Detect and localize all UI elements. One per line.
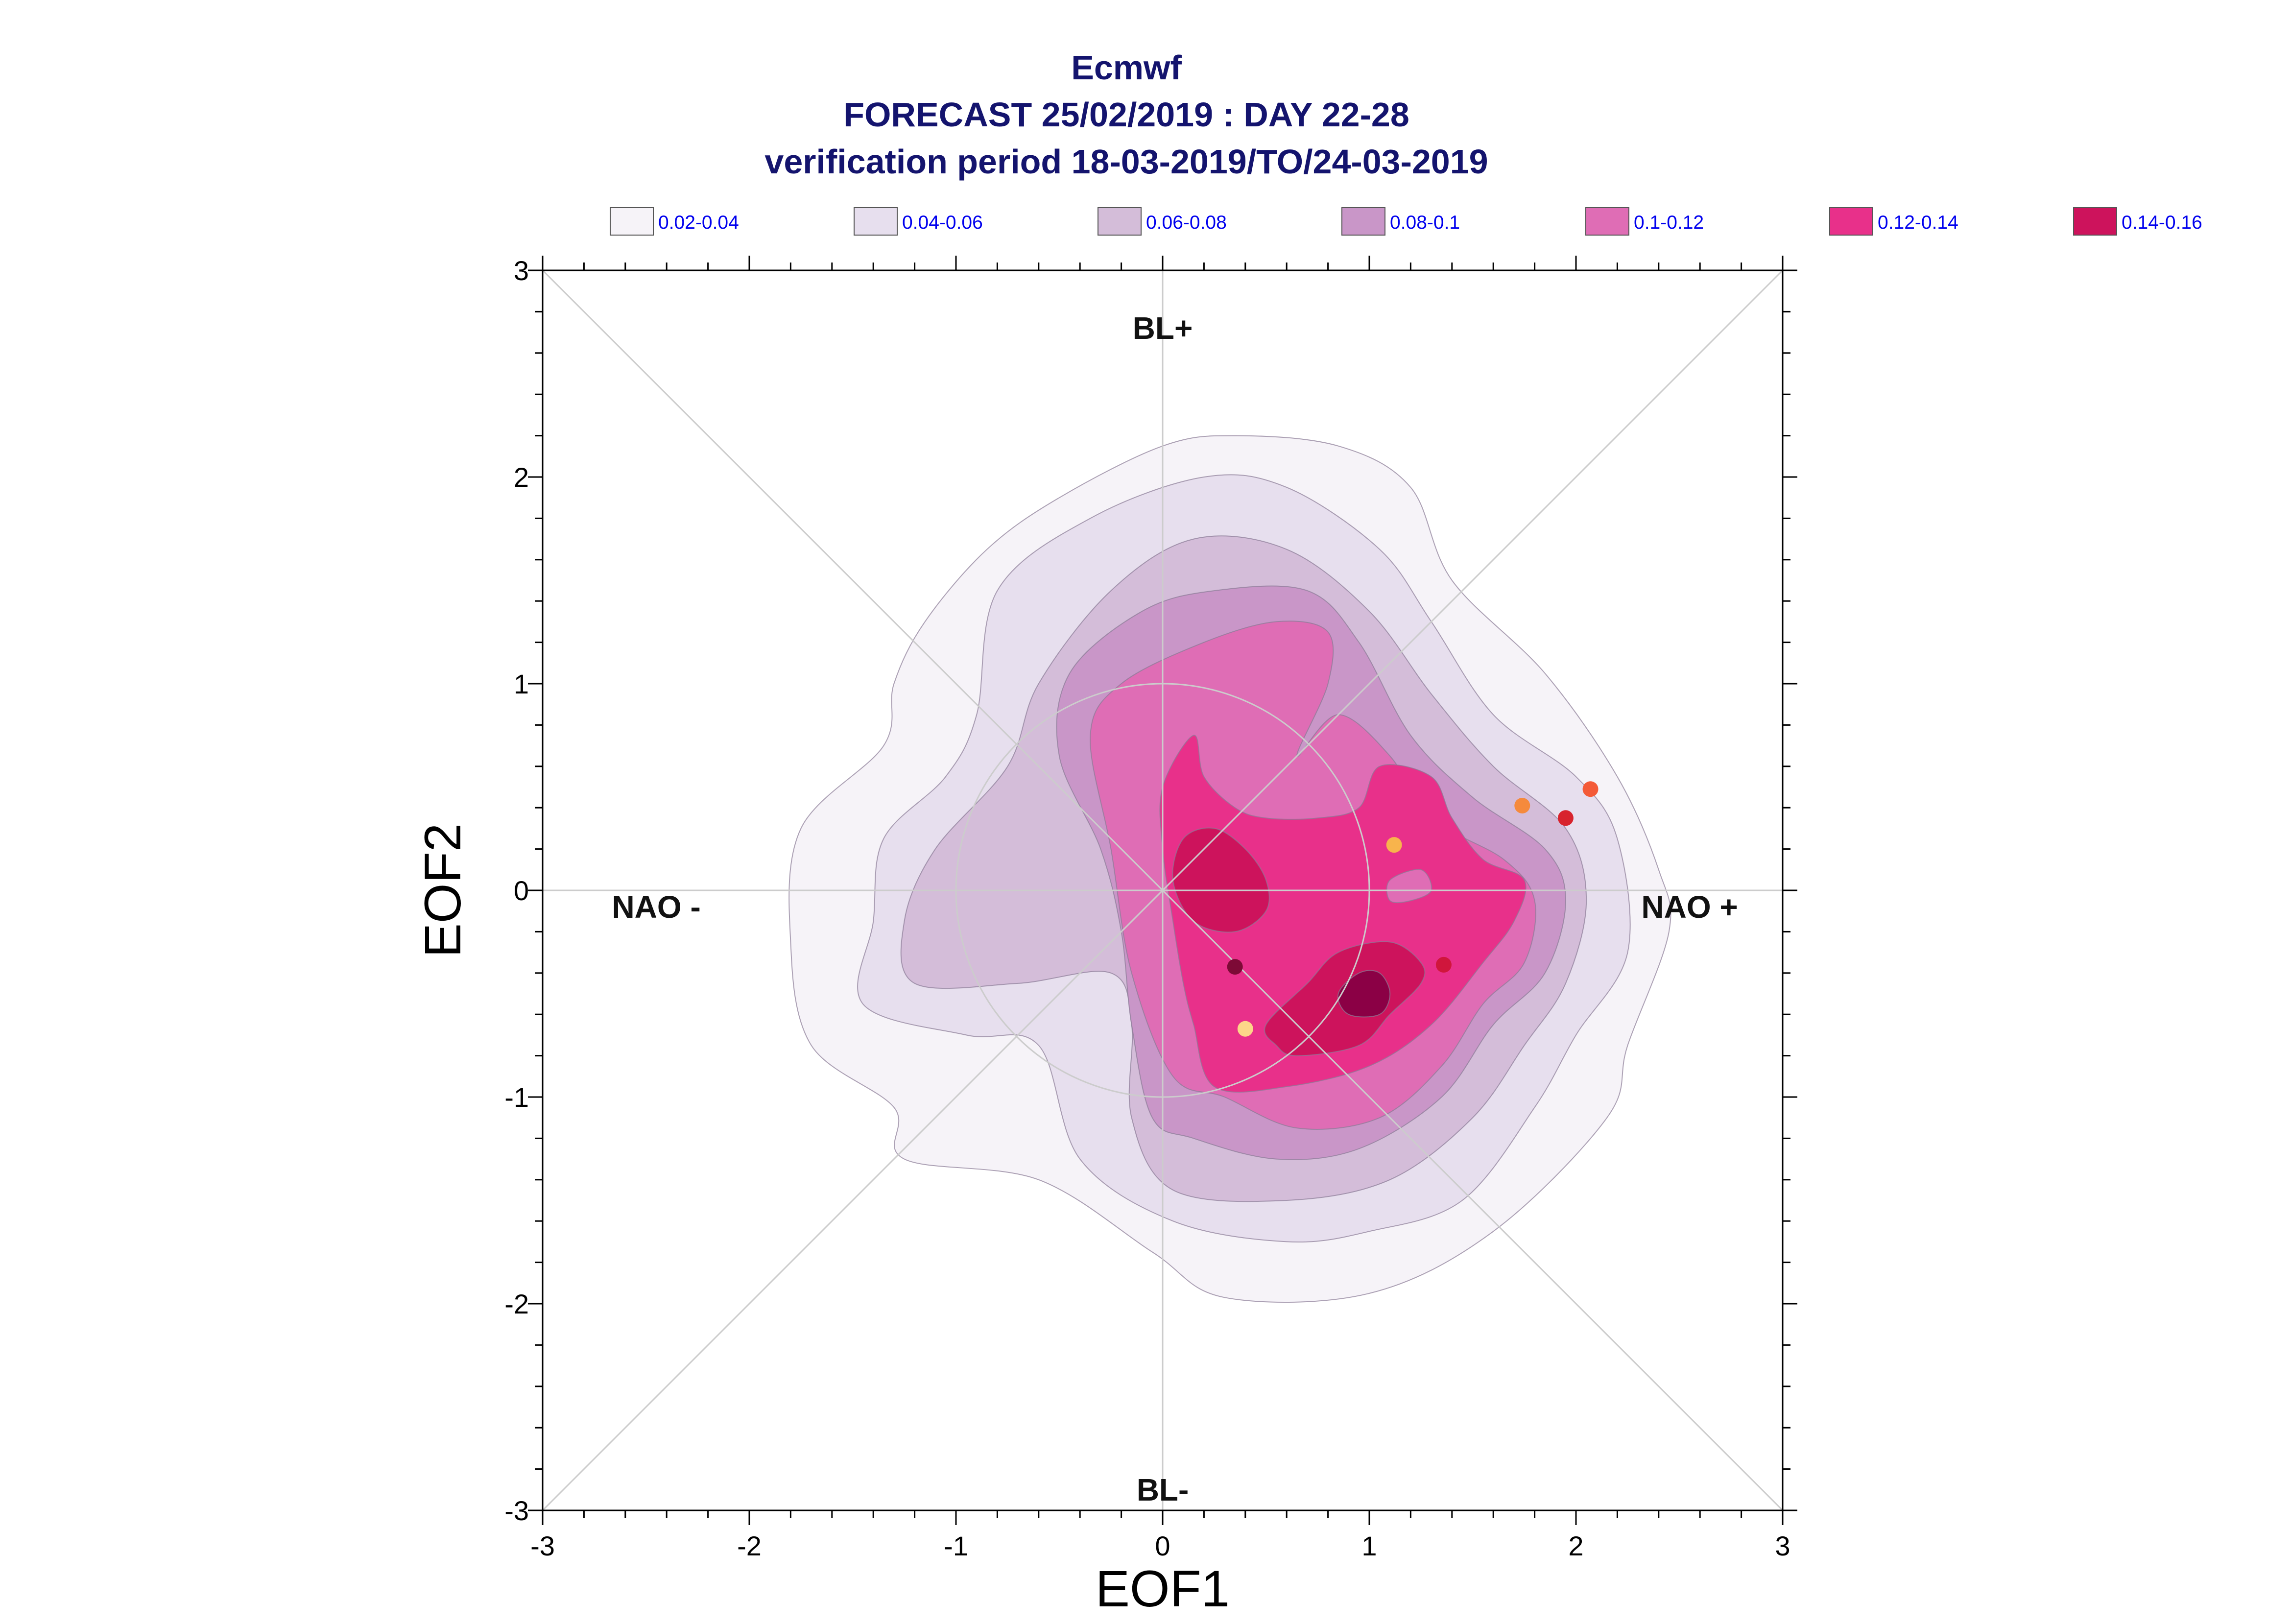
axes: -3-3 -2 -2 -1 -1 0 0 1 1 2 2 3 3 EOF1 EOF2 [414, 255, 1797, 1618]
unit-circle [955, 683, 1370, 1098]
y-axis-title: EOF2 [414, 823, 472, 957]
y-tick-label: 0 [514, 875, 529, 906]
density-contour [1172, 827, 1270, 933]
data-point [1435, 956, 1452, 973]
legend-label: 0.02-0.04 [658, 212, 739, 233]
data-point [1237, 1021, 1253, 1037]
legend-label: 0.12-0.14 [1878, 212, 1958, 233]
y-tick-label: -3 [504, 1495, 529, 1526]
legend-label: 0.04-0.06 [902, 212, 983, 233]
data-point [1386, 837, 1402, 853]
x-axis-title: EOF1 [1096, 1560, 1230, 1618]
x-tick-label: 0 [1155, 1530, 1170, 1561]
region-label: NAO - [612, 889, 700, 925]
legend-swatch [2073, 207, 2117, 236]
title-line-1: Ecmwf [1071, 48, 1182, 87]
y-tick-label: -2 [504, 1289, 529, 1319]
y-tick-label: 3 [514, 255, 529, 286]
density-contour [1337, 970, 1391, 1018]
region-label: BL- [1137, 1472, 1189, 1507]
region-label: NAO + [1641, 889, 1738, 925]
legend: 0.02-0.04 0.04-0.06 0.06-0.08 0.08-0.1 0.1-0… [610, 207, 2202, 236]
x-tick-label: 2 [1568, 1530, 1583, 1561]
x-tick-label: -1 [944, 1530, 968, 1561]
y-tick-label: -1 [504, 1082, 529, 1113]
y-tick-label: 1 [514, 669, 529, 699]
data-point [1557, 810, 1574, 826]
region-label: BL+ [1133, 310, 1193, 346]
data-point [1582, 781, 1599, 797]
density-contour [1386, 869, 1432, 904]
x-tick-label: 1 [1361, 1530, 1377, 1561]
legend-swatch [854, 207, 898, 236]
legend-swatch [610, 207, 654, 236]
chart-title: Ecmwf FORECAST 25/02/2019 : DAY 22-28 ve… [764, 48, 1488, 181]
legend-label: 0.08-0.1 [1390, 212, 1460, 233]
density-contour [1159, 735, 1527, 1093]
legend-swatch [1098, 207, 1142, 236]
data-point [1227, 959, 1243, 975]
y-tick-label: 2 [514, 462, 529, 493]
legend-label: 0.06-0.08 [1146, 212, 1227, 233]
x-tick-label: 3 [1775, 1530, 1790, 1561]
legend-swatch [1829, 207, 1873, 236]
x-tick-label: -2 [737, 1530, 762, 1561]
title-line-2: FORECAST 25/02/2019 : DAY 22-28 [843, 96, 1409, 134]
legend-label: 0.14-0.16 [2122, 212, 2202, 233]
title-line-3: verification period 18-03-2019/TO/24-03-… [764, 143, 1488, 181]
legend-label: 0.1-0.12 [1634, 212, 1704, 233]
plot-area: BL+ BL- NAO - NAO + [542, 269, 1784, 1511]
x-tick-label: -3 [530, 1530, 555, 1561]
legend-swatch [1585, 207, 1629, 236]
diagonal-line [542, 269, 1784, 1511]
legend-swatch [1341, 207, 1385, 236]
data-point [1514, 797, 1530, 813]
